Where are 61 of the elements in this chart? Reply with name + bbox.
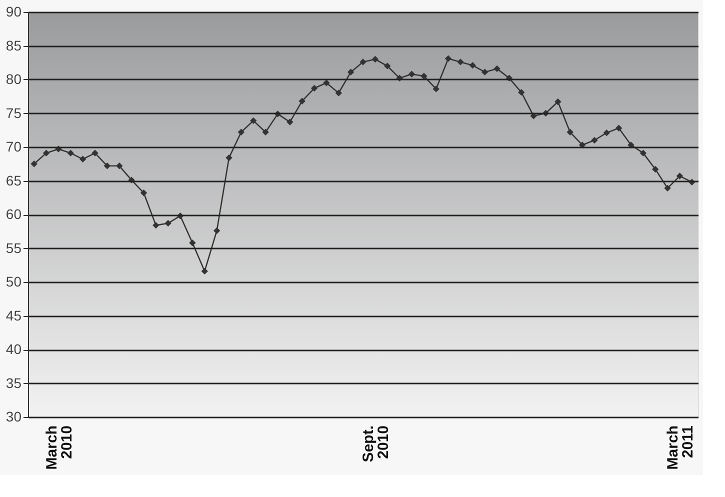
point — [384, 62, 391, 70]
point — [250, 117, 257, 124]
y-tick-label: 90 — [6, 4, 22, 20]
point — [30, 160, 38, 168]
point — [432, 86, 440, 92]
y-tick-label: 60 — [6, 206, 22, 222]
point — [140, 190, 148, 196]
y-tick-label: 45 — [6, 307, 22, 324]
x-tick-label: March 2011 — [664, 426, 697, 470]
point — [457, 58, 464, 66]
point — [238, 128, 245, 136]
point — [360, 58, 366, 66]
point — [323, 80, 330, 86]
y-tick-label: 55 — [6, 240, 22, 256]
y-tick-label: 70 — [6, 138, 22, 154]
point — [310, 84, 318, 92]
point — [469, 62, 476, 69]
point — [201, 268, 208, 275]
point — [189, 239, 196, 246]
point — [298, 98, 306, 104]
point — [494, 65, 500, 72]
point — [116, 162, 123, 170]
point — [554, 98, 562, 106]
y-tick-label: 65 — [6, 172, 22, 188]
y-tick-label: 80 — [6, 71, 22, 87]
point — [420, 72, 428, 80]
point — [615, 124, 622, 132]
point — [286, 118, 294, 126]
point — [444, 55, 452, 62]
point — [164, 220, 172, 227]
y-tick-label: 35 — [6, 374, 22, 391]
point — [213, 227, 220, 234]
point — [262, 128, 269, 136]
point — [566, 128, 574, 136]
point — [42, 150, 50, 156]
point — [640, 150, 647, 156]
point — [67, 150, 74, 156]
y-tick-label: 40 — [6, 341, 22, 357]
point — [408, 70, 416, 78]
point — [152, 222, 160, 229]
y-tick-label: 85 — [6, 37, 22, 54]
x-tick-label: March 2010 — [43, 426, 76, 470]
point — [603, 129, 610, 136]
y-tick-label: 75 — [6, 104, 22, 121]
point — [664, 184, 671, 192]
point — [347, 68, 354, 76]
point — [652, 166, 659, 173]
point — [676, 172, 684, 180]
y-tick-label: 50 — [6, 274, 22, 290]
point — [79, 156, 86, 163]
point — [518, 88, 525, 96]
x-tick-label: Sept. 2010 — [360, 426, 392, 462]
point — [335, 90, 342, 96]
point — [372, 56, 379, 63]
point — [226, 154, 232, 162]
point — [578, 142, 586, 148]
point — [481, 68, 488, 76]
point — [591, 136, 598, 144]
point — [104, 162, 111, 170]
y-tick-label: 30 — [6, 408, 22, 424]
point — [92, 150, 98, 156]
